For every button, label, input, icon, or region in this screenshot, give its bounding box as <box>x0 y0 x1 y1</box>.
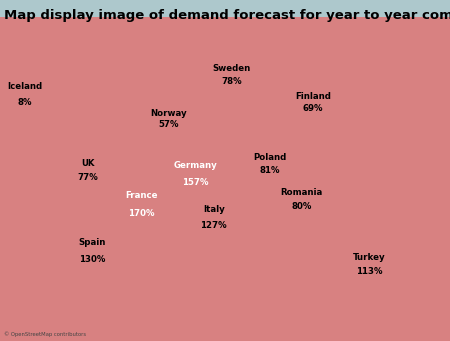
Text: Romania: Romania <box>280 189 323 197</box>
Text: UK: UK <box>81 159 94 168</box>
Text: Poland: Poland <box>253 153 287 162</box>
Text: 170%: 170% <box>129 209 155 218</box>
Polygon shape <box>297 17 414 127</box>
Text: 77%: 77% <box>77 173 98 182</box>
Text: Italy: Italy <box>203 205 225 214</box>
Text: 80%: 80% <box>291 202 312 211</box>
Text: 130%: 130% <box>79 255 105 264</box>
Text: Map display image of demand forecast for year to year comparison: Map display image of demand forecast for… <box>4 9 450 21</box>
Text: 127%: 127% <box>200 221 227 229</box>
Polygon shape <box>68 114 104 179</box>
Polygon shape <box>180 205 211 257</box>
Text: Germany: Germany <box>174 161 218 169</box>
Text: Norway: Norway <box>150 109 187 118</box>
Text: France: France <box>126 191 158 200</box>
Circle shape <box>0 52 84 137</box>
Text: Sweden: Sweden <box>212 64 251 73</box>
Text: Finland: Finland <box>295 92 331 101</box>
Polygon shape <box>9 72 50 101</box>
Polygon shape <box>45 143 63 163</box>
Text: Iceland: Iceland <box>7 82 42 91</box>
Text: © OpenStreetMap contributors: © OpenStreetMap contributors <box>4 331 86 337</box>
Text: Turkey: Turkey <box>353 253 385 262</box>
Polygon shape <box>90 192 144 270</box>
Text: 69%: 69% <box>302 104 323 113</box>
Text: 113%: 113% <box>356 267 382 277</box>
Text: 157%: 157% <box>183 178 209 187</box>
Text: 8%: 8% <box>18 99 32 107</box>
Text: Spain: Spain <box>79 238 106 247</box>
Text: 57%: 57% <box>158 120 179 129</box>
Polygon shape <box>90 43 450 325</box>
Polygon shape <box>158 17 405 127</box>
Text: 81%: 81% <box>260 166 280 175</box>
Text: 78%: 78% <box>221 77 242 86</box>
